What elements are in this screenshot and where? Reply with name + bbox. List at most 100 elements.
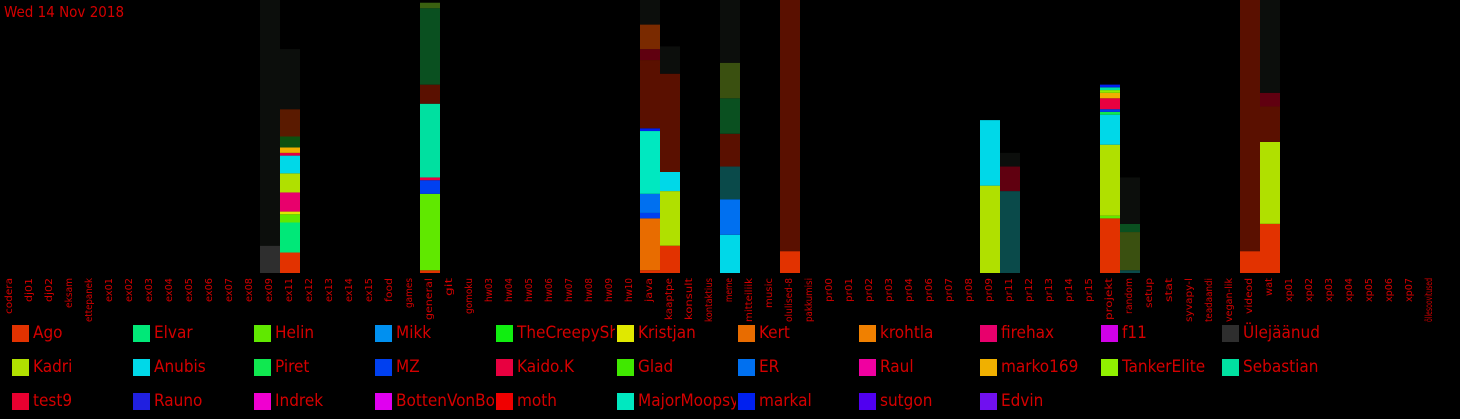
legend-swatch xyxy=(980,358,997,376)
legend-label: moth xyxy=(517,391,557,411)
legend-item-Mikk: Mikk xyxy=(375,322,494,344)
x-tick-label-games: games xyxy=(404,278,415,308)
legend-swatch xyxy=(859,358,876,376)
x-tick-label-hw09: hw09 xyxy=(604,278,615,302)
bar-segment-videod-extra-0 xyxy=(1240,0,1260,252)
legend-label: Rauno xyxy=(154,391,203,411)
x-tick-label-pr08: pr08 xyxy=(964,278,975,302)
legend-label: Kaido.K xyxy=(517,357,575,377)
bar-segment-general-Helin xyxy=(420,193,440,271)
bar-segment-java-extra-3 xyxy=(640,0,660,25)
x-tick-label-xp01: xp01 xyxy=(1284,278,1295,302)
legend-swatch xyxy=(375,324,392,342)
x-tick-label-pr13: pr13 xyxy=(1044,278,1055,302)
legend-item-Kaido.K: Kaido.K xyxy=(496,356,615,378)
legend-item-firehax: firehax xyxy=(980,322,1099,344)
legend-swatch xyxy=(12,358,29,376)
legend-swatch xyxy=(375,392,392,410)
legend-swatch xyxy=(496,324,513,342)
bar-segment-meme-extra-2 xyxy=(720,98,740,134)
bar-segment-ex11-Kristjan xyxy=(280,211,300,215)
legend-item-Elvar: Elvar xyxy=(133,322,252,344)
x-tick-label-olulised-8: olulised-8 xyxy=(784,278,795,322)
legend-label: marko169 xyxy=(1001,357,1079,377)
x-tick-label-xp03: xp03 xyxy=(1324,278,1335,302)
legend-label: TheCreepySh xyxy=(517,323,615,343)
bar-segment-ex11-extra-1 xyxy=(280,109,300,137)
legend-label: krohtla xyxy=(880,323,934,343)
bar-segment-kaaptpe-extra-1 xyxy=(660,46,680,74)
x-tick-label-hw08: hw08 xyxy=(584,278,595,302)
legend-item-f11: f11 xyxy=(1101,322,1220,344)
x-tick-label-pr04: pr04 xyxy=(904,278,915,302)
bar-segment-java-ER xyxy=(640,193,660,213)
legend-swatch xyxy=(980,392,997,410)
bar-segment-meme-ER xyxy=(720,199,740,235)
bar-segment-projekt-markal xyxy=(1100,84,1120,88)
x-tick-label-teadaandi: teadaandi xyxy=(1204,278,1215,322)
legend-item-Ülejäänud: Ülejäänud xyxy=(1222,322,1341,344)
legend-item-BottenVonBot: BottenVonBot xyxy=(375,390,494,412)
bar-segment-ex11-extra-2 xyxy=(280,49,300,110)
bar-segment-wat-extra-0 xyxy=(1260,106,1280,142)
bar-segment-pr11-extra-1 xyxy=(1000,166,1020,192)
legend-item-Rauno: Rauno xyxy=(133,390,252,412)
bar-segment-java-MajorMoopsy xyxy=(640,131,660,194)
x-tick-label-projekt: projekt xyxy=(1104,278,1115,320)
bar-segment-random-extra-3 xyxy=(1120,177,1140,224)
x-tick-label-mitteiliik: mitteiliik xyxy=(744,278,755,322)
bar-segment-ex11-Helin xyxy=(280,214,300,223)
legend-swatch xyxy=(133,324,150,342)
legend-swatch xyxy=(1101,358,1118,376)
legend-item-marko169: marko169 xyxy=(980,356,1099,378)
bar-segment-projekt-Anubis xyxy=(1100,114,1120,145)
bar-segment-java-MZ xyxy=(640,212,660,219)
bar-segment-projekt-MZ xyxy=(1100,109,1120,112)
x-tick-label-ex08: ex08 xyxy=(244,278,255,302)
legend-item-Helin: Helin xyxy=(254,322,373,344)
legend-label: Indrek xyxy=(275,391,324,411)
x-tick-label-ex04: ex04 xyxy=(164,278,175,302)
x-tick-label-ettepanek: ettepanek xyxy=(84,278,95,322)
bar-segment-java-Kert xyxy=(640,218,660,271)
legend-item-Piret: Piret xyxy=(254,356,373,378)
bar-segment-general-extra-1 xyxy=(420,8,440,85)
bar-segment-meme-extra-1 xyxy=(720,133,740,167)
bar-segment-ex11-Elvar xyxy=(280,222,300,253)
bar-segment-ex11-Anubis xyxy=(280,155,300,174)
bar-segment-kaaptpe-extra-0 xyxy=(660,73,680,172)
legend-label: f11 xyxy=(1122,323,1147,343)
x-tick-label-xp02: xp02 xyxy=(1304,278,1315,302)
legend-swatch xyxy=(254,358,271,376)
legend-item-Glad: Glad xyxy=(617,356,736,378)
bar-segment-projekt-marko169 xyxy=(1100,92,1120,99)
bar-segment-ex11-Ago xyxy=(280,252,300,273)
legend-swatch xyxy=(738,324,755,342)
legend-item-moth: moth xyxy=(496,390,615,412)
bar-segment-kaaptpe-Kadri xyxy=(660,191,680,246)
bar-segment-pr11-extra-2 xyxy=(1000,152,1020,167)
date-label: Wed 14 Nov 2018 xyxy=(4,3,125,21)
x-tick-label-hw03: hw03 xyxy=(484,278,495,302)
bar-segment-java-Ago xyxy=(640,270,660,273)
legend-label: Raul xyxy=(880,357,914,377)
bar-segment-java-markal xyxy=(640,128,660,132)
legend-swatch xyxy=(496,392,513,410)
bar-segment-projekt-Sebastian xyxy=(1100,87,1120,91)
x-tick-label-pr09: pr09 xyxy=(984,278,995,302)
bar-segment-meme-extra-4 xyxy=(720,0,740,63)
x-tick-label-xp07: xp07 xyxy=(1404,278,1415,302)
legend-label: MZ xyxy=(396,357,420,377)
bar-segment-projekt-Helin xyxy=(1100,215,1120,219)
x-tick-label-kaaptpe: kaaptpe xyxy=(664,278,675,320)
legend-label: Ago xyxy=(33,323,63,343)
legend-swatch xyxy=(12,392,29,410)
bar-segment-ex11-extra-0 xyxy=(280,136,300,148)
legend-swatch xyxy=(133,358,150,376)
x-tick-label-ex02: ex02 xyxy=(124,278,135,302)
x-tick-label-stat: stat xyxy=(1164,278,1175,302)
legend-item-test9: test9 xyxy=(12,390,131,412)
x-tick-label-hw04: hw04 xyxy=(504,278,515,302)
x-tick-label-videod: videod xyxy=(1244,278,1255,314)
legend-item-MajorMoopsy: MajorMoopsy xyxy=(617,390,736,412)
